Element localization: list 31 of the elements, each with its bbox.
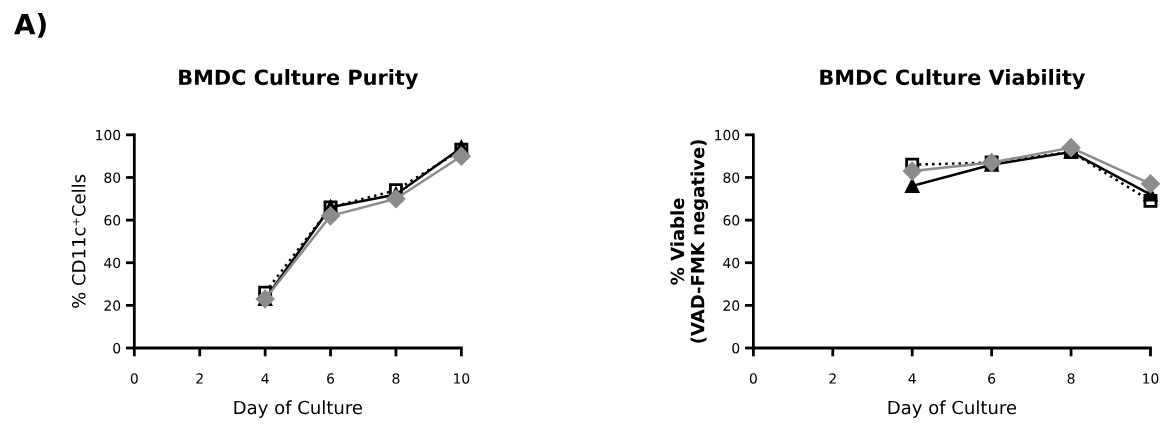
y-tick-label: 60 [723,215,740,226]
y-tick-label: 100 [96,129,121,141]
x-axis-title: Day of Culture [888,400,1017,418]
x-tick-label: 8 [392,373,400,384]
x-tick-label: 8 [1067,373,1075,384]
x-tick-label: 6 [988,373,996,384]
y-axis-title: % Viable (VAD-FMK negative) [670,140,709,343]
x-tick-label: 0 [749,373,757,384]
y-tick-label: 40 [723,257,740,269]
x-tick-label: 2 [829,373,836,384]
y-tick-label: 100 [715,129,740,141]
y-tick-label: 80 [723,172,740,183]
x-tick-label: 4 [908,373,916,384]
y-tick-label: 0 [113,342,121,354]
chart-title: BMDC Culture Viability [820,69,1086,90]
x-tick-label: 4 [261,373,269,384]
x-axis-title: Day of Culture [234,400,362,418]
y-tick-label: 80 [104,172,121,183]
y-tick-label: 20 [723,300,740,311]
y-axis-title: % CD11c⁺Cells [71,174,86,308]
text: A) [14,13,46,38]
y-tick-label: 20 [104,300,121,311]
y-tick-label: 40 [104,257,121,269]
x-tick-label: 2 [196,373,203,384]
y-tick-label: 0 [732,342,740,354]
x-tick-label: 6 [327,373,335,384]
x-tick-label: 10 [454,373,470,384]
x-tick-label: 10 [1143,373,1159,384]
x-tick-label: 0 [130,373,138,384]
y-tick-label: 60 [104,215,121,226]
chart-title: BMDC Culture Purity [179,69,419,90]
